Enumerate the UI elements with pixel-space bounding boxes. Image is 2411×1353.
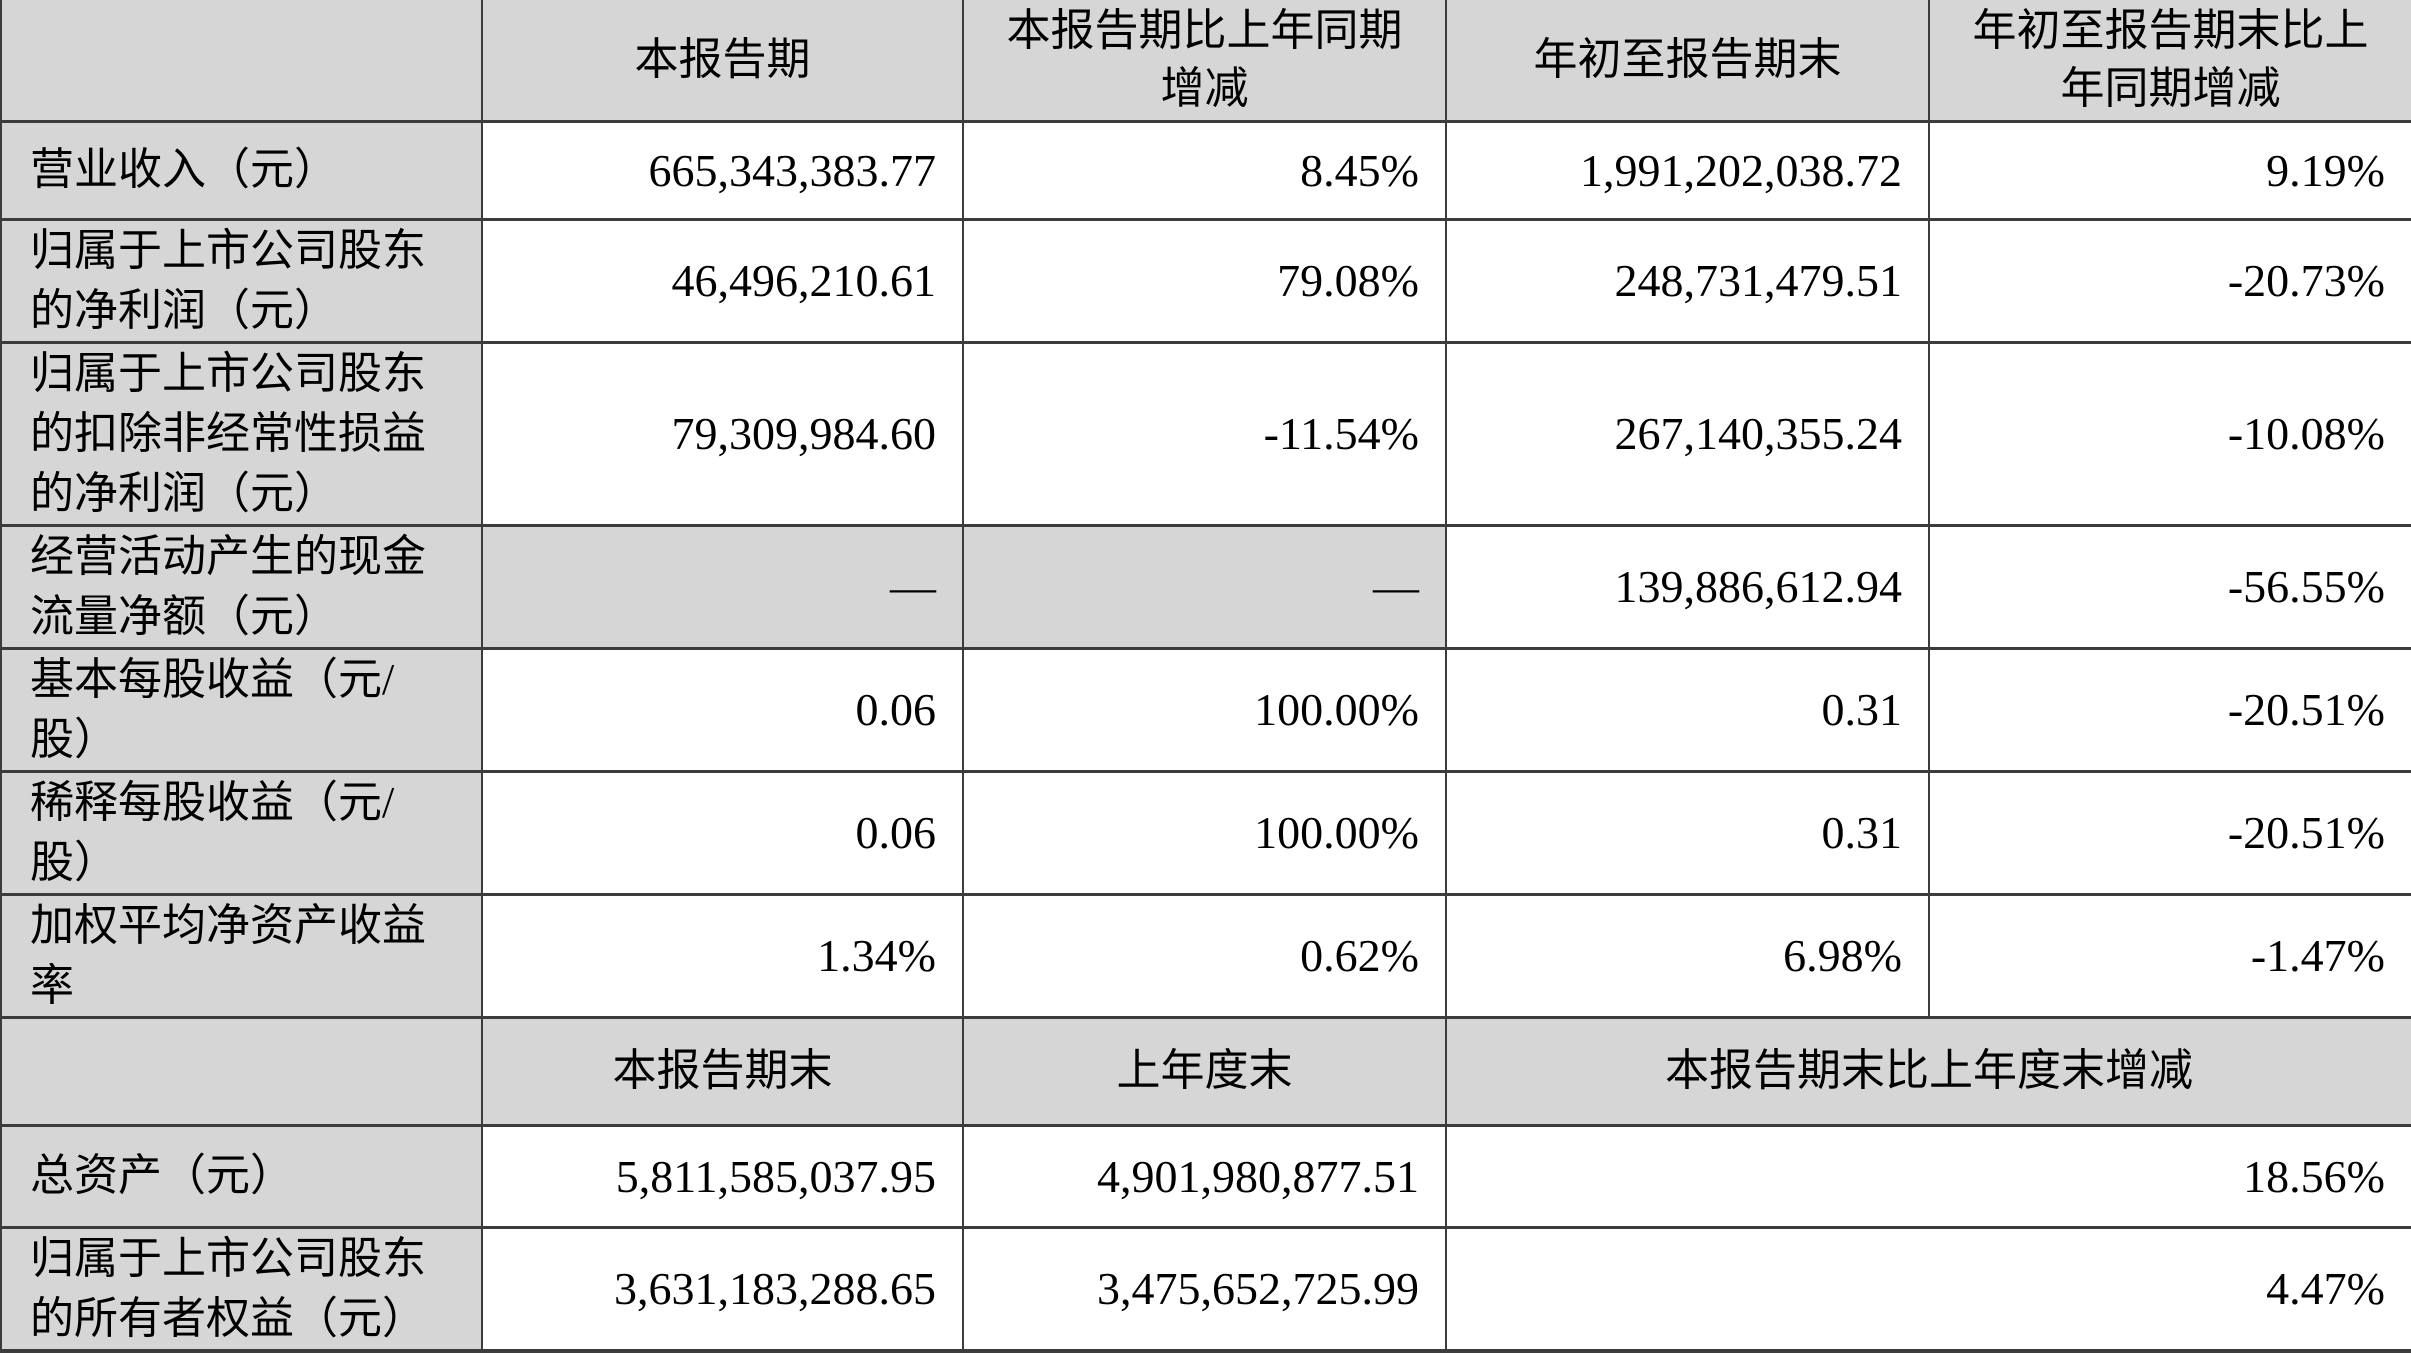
column-header: 本报告期比上年同期 增减	[962, 0, 1447, 123]
table-row: 经营活动产生的现金 流量净额（元） — —139,886,612.94 -56.55%	[0, 523, 2411, 650]
value-cell: -20.51%	[1928, 769, 2411, 896]
value-cell: -1.47%	[1928, 892, 2411, 1019]
value-cell: 0.06	[481, 646, 964, 773]
table-row: 加权平均净资产收益 率 1.34% 0.62% 6.98% -1.47%	[0, 892, 2411, 1019]
corner-cell	[0, 0, 483, 123]
value-cell: 1.34%	[481, 892, 964, 1019]
value-cell: 46,496,210.61	[481, 217, 964, 344]
value-cell: —	[962, 523, 1447, 650]
table-row: 营业收入（元） 665,343,383.77 8.45% 1,991,202,038.…	[0, 119, 2411, 221]
row-label: 归属于上市公司股东 的所有者权益（元）	[0, 1225, 483, 1353]
value-cell: 139,886,612.94	[1445, 523, 1930, 650]
value-cell: 0.06	[481, 769, 964, 896]
column-header: 本报告期末	[481, 1015, 964, 1127]
row-label: 经营活动产生的现金 流量净额（元）	[0, 523, 483, 650]
table-row: 基本每股收益（元/ 股） 0.06 100.00% 0.31 -20.51%	[0, 646, 2411, 773]
column-header: 年初至报告期末比上 年同期增减	[1928, 0, 2411, 123]
table-row: 归属于上市公司股东 的扣除非经常性损益 的净利润（元） 79,309,984.60…	[0, 340, 2411, 527]
value-cell: 4.47%	[1445, 1225, 2411, 1353]
section1-header-row: 本报告期 本报告期比上年同期 增减 年初至报告期末 年初至报告期末比上 年同期增减	[0, 0, 2411, 123]
value-cell: 79,309,984.60	[481, 340, 964, 527]
corner-cell	[0, 1015, 483, 1127]
value-cell: 4,901,980,877.51	[962, 1123, 1447, 1229]
column-header: 本报告期末比上年度末增减	[1445, 1015, 2411, 1127]
row-label: 总资产（元）	[0, 1123, 483, 1229]
value-cell: 0.31	[1445, 769, 1930, 896]
value-cell: -20.51%	[1928, 646, 2411, 773]
table-row: 总资产（元） 5,811,585,037.95 4,901,980,877.51 18…	[0, 1123, 2411, 1229]
value-cell: 9.19%	[1928, 119, 2411, 221]
value-cell: -11.54%	[962, 340, 1447, 527]
value-cell: -20.73%	[1928, 217, 2411, 344]
column-header: 年初至报告期末	[1445, 0, 1930, 123]
value-cell: 100.00%	[962, 646, 1447, 773]
value-cell: 267,140,355.24	[1445, 340, 1930, 527]
column-header: 上年度末	[962, 1015, 1447, 1127]
value-cell: 6.98%	[1445, 892, 1930, 1019]
row-label: 营业收入（元）	[0, 119, 483, 221]
value-cell: 0.31	[1445, 646, 1930, 773]
value-cell: -56.55%	[1928, 523, 2411, 650]
value-cell: 1,991,202,038.72	[1445, 119, 1930, 221]
value-cell: 100.00%	[962, 769, 1447, 896]
value-cell: -10.08%	[1928, 340, 2411, 527]
value-cell: 5,811,585,037.95	[481, 1123, 964, 1229]
section2-header-row: 本报告期末 上年度末 本报告期末比上年度末增减	[0, 1015, 2411, 1127]
value-cell: 665,343,383.77	[481, 119, 964, 221]
table-row: 归属于上市公司股东 的所有者权益（元） 3,631,183,288.65 3,475…	[0, 1225, 2411, 1353]
value-cell: —	[481, 523, 964, 650]
value-cell: 18.56%	[1445, 1123, 2411, 1229]
value-cell: 8.45%	[962, 119, 1447, 221]
value-cell: 248,731,479.51	[1445, 217, 1930, 344]
value-cell: 3,475,652,725.99	[962, 1225, 1447, 1353]
row-label: 归属于上市公司股东 的净利润（元）	[0, 217, 483, 344]
row-label: 基本每股收益（元/ 股）	[0, 646, 483, 773]
table-row: 稀释每股收益（元/ 股） 0.06 100.00% 0.31 -20.51%	[0, 769, 2411, 896]
table-row: 归属于上市公司股东 的净利润（元） 46,496,210.61 79.08% 248,…	[0, 217, 2411, 344]
row-label: 稀释每股收益（元/ 股）	[0, 769, 483, 896]
value-cell: 0.62%	[962, 892, 1447, 1019]
value-cell: 3,631,183,288.65	[481, 1225, 964, 1353]
row-label: 加权平均净资产收益 率	[0, 892, 483, 1019]
value-cell: 79.08%	[962, 217, 1447, 344]
row-label: 归属于上市公司股东 的扣除非经常性损益 的净利润（元）	[0, 340, 483, 527]
column-header: 本报告期	[481, 0, 964, 123]
